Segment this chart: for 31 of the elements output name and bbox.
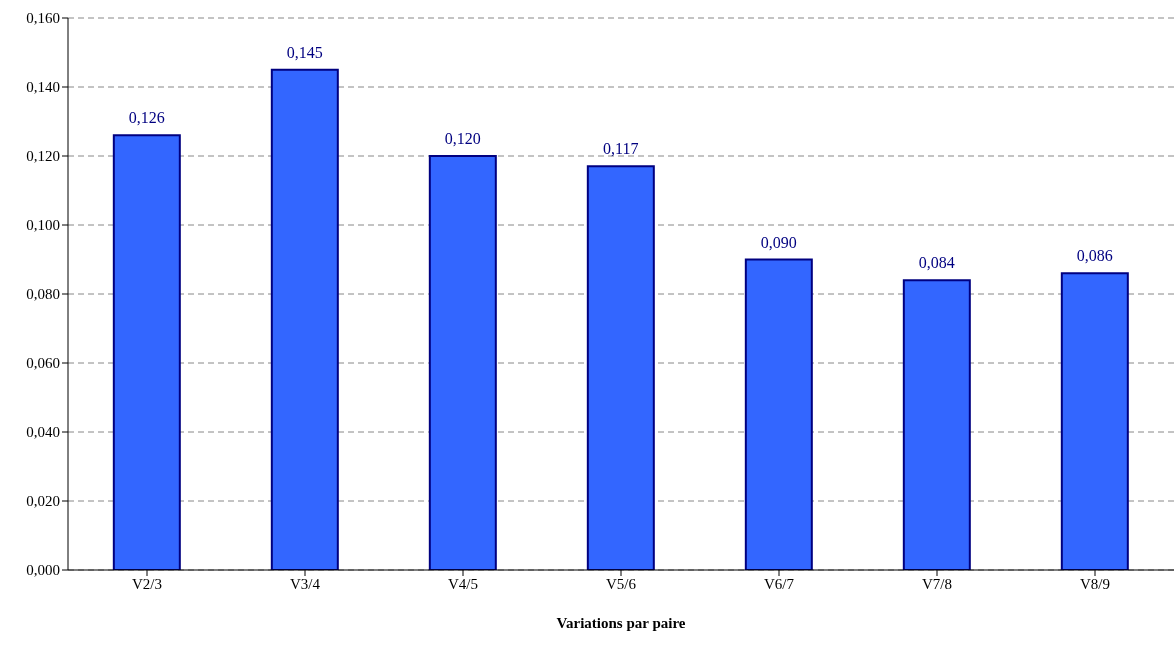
y-tick-label: 0,120 [26,148,60,165]
x-tick-label: V4/5 [448,575,478,592]
y-tick-label: 0,140 [26,79,60,96]
y-tick-label: 0,160 [26,10,60,27]
x-tick-label: V7/8 [922,575,952,592]
x-tick-label: V3/4 [290,575,321,592]
x-axis-title: Variations par paire [556,615,686,631]
bar [902,279,971,570]
y-tick-label: 0,000 [26,562,60,579]
data-label: 0,084 [918,254,955,272]
y-tick-label: 0,020 [26,493,60,510]
bar [586,165,655,570]
bar [112,134,181,570]
data-label: 0,117 [603,140,639,158]
bar [428,155,497,570]
bar [270,68,339,570]
bar [744,258,813,570]
data-label: 0,145 [286,43,323,61]
x-tick-label: V8/9 [1080,575,1110,592]
y-tick-label: 0,040 [26,424,60,441]
bar [1060,272,1129,570]
data-label: 0,120 [444,130,481,147]
y-tick-label: 0,100 [26,217,60,234]
y-tick-label: 0,060 [26,355,60,372]
x-tick-label: V5/6 [606,575,637,592]
x-tick-label: V6/7 [764,575,795,592]
data-label: 0,126 [128,109,165,127]
x-tick-label: V2/3 [132,575,162,592]
y-tick-label: 0,080 [26,286,60,303]
data-label: 0,086 [1076,247,1113,265]
data-label: 0,090 [760,233,797,251]
